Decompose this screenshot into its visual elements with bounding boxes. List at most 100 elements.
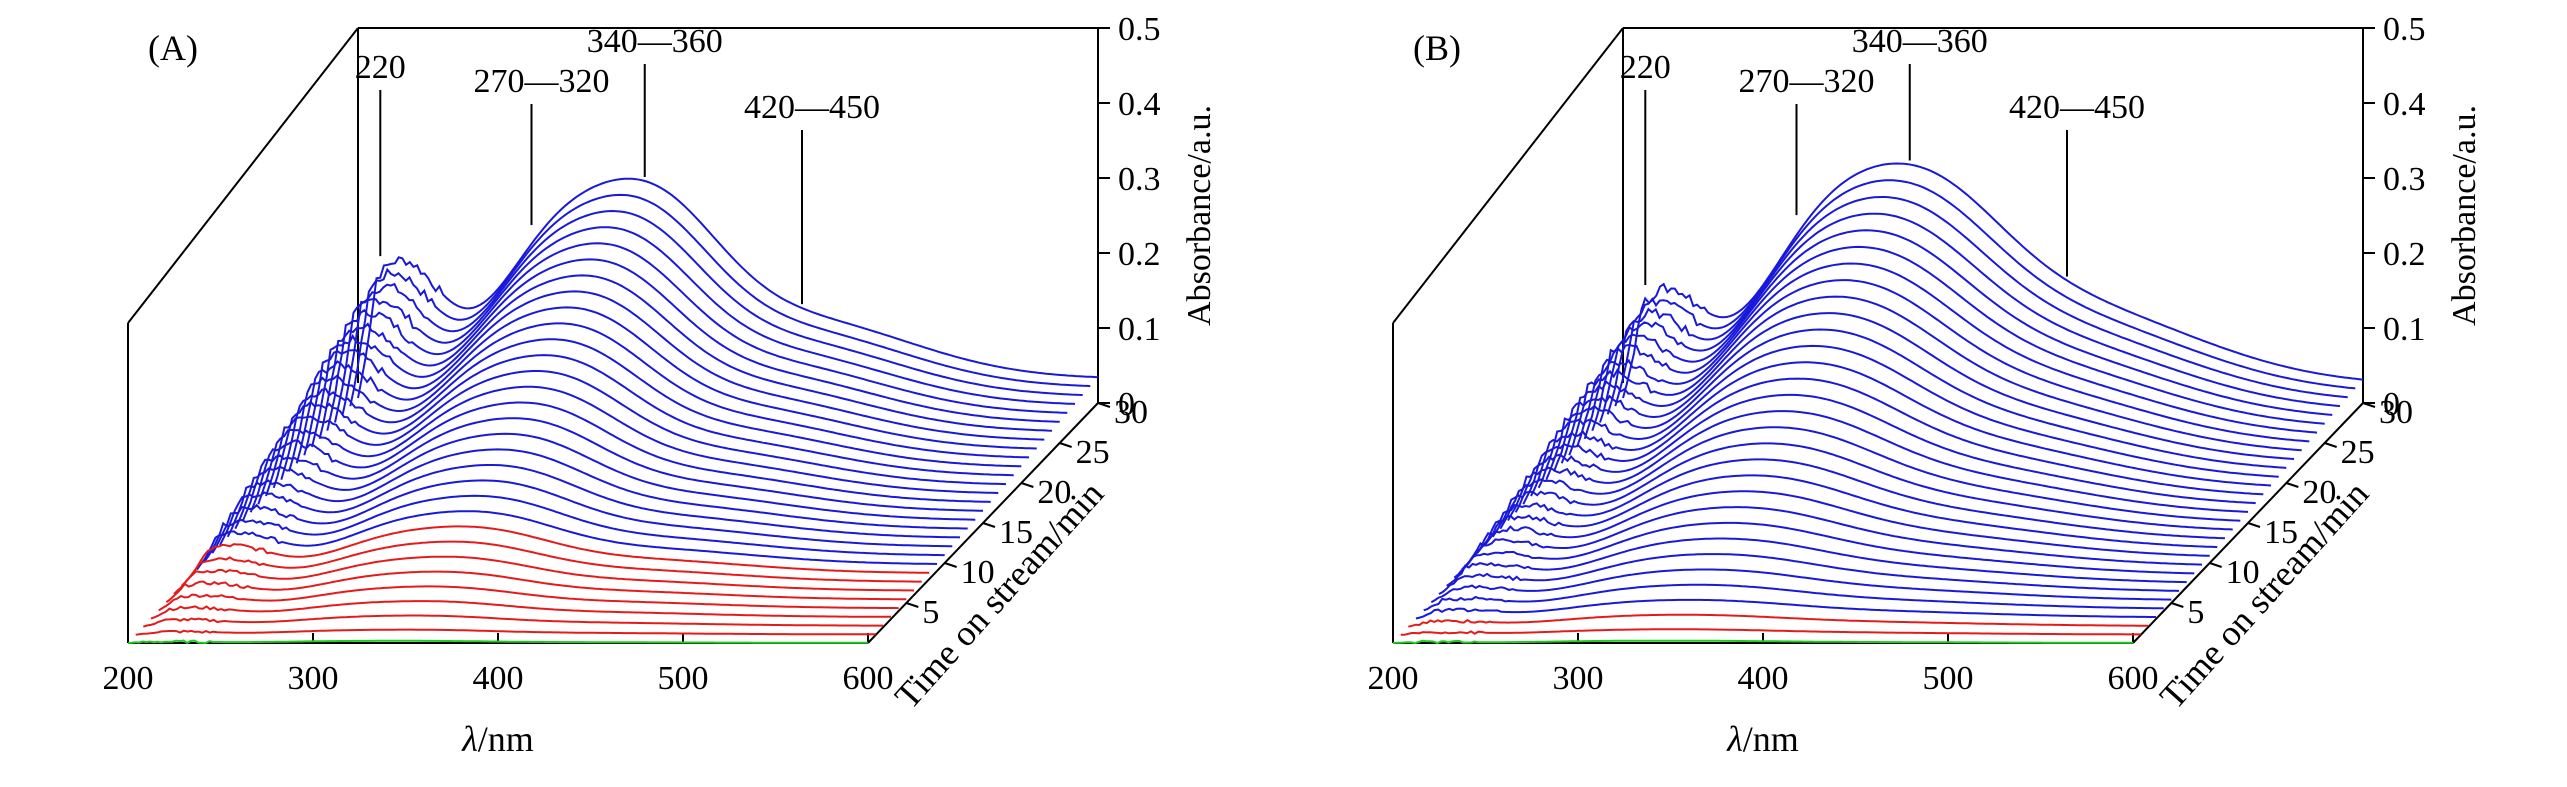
spectrum-line <box>1591 229 2333 432</box>
z-axis-label: Time on stream/min <box>887 474 1111 717</box>
spectrum-line <box>196 510 938 571</box>
spectrum-line <box>165 570 907 604</box>
spectrum-line <box>334 226 1076 423</box>
z-tick-label: 30 <box>2379 394 2413 431</box>
x-tick-label: 500 <box>1923 660 1974 697</box>
annotation-label: 340—360 <box>1852 23 1988 60</box>
spectrum-line <box>1430 568 2172 604</box>
z-tick-label: 25 <box>2341 434 2375 471</box>
y-tick-label: 0 <box>1118 386 1135 423</box>
z-tick <box>944 562 957 568</box>
spectrum-line <box>341 209 1083 415</box>
spectrum-line <box>1553 312 2295 472</box>
x-axis-label: λ/nm <box>461 719 534 759</box>
z-tick <box>2324 442 2337 448</box>
spectrum-line <box>1576 262 2318 448</box>
spectrum-line <box>288 322 1030 472</box>
spectrum-line <box>295 306 1037 464</box>
annotation-label: 270—320 <box>1739 63 1875 100</box>
panel-label: (B) <box>1413 28 1461 68</box>
z-tick-label: 5 <box>922 594 939 631</box>
y-tick-label: 0 <box>2383 386 2400 423</box>
z-tick <box>2247 522 2261 528</box>
spectrum-line <box>318 258 1060 440</box>
spectrum-line <box>234 432 976 530</box>
y-tick-label: 0.1 <box>2383 311 2426 348</box>
y-tick-label: 0.4 <box>1118 86 1161 123</box>
spectrum-line <box>1446 537 2187 587</box>
z-tick <box>2171 602 2184 608</box>
z-tick-label: 15 <box>2264 514 2298 551</box>
panel-a: 200 300 400 500 600 λ/nm 0 0.1 0.2 0.3 0.4 0.5 Absor… <box>103 11 1219 759</box>
x-tick-label: 300 <box>288 660 339 697</box>
annotation-label: 220 <box>1620 49 1671 86</box>
spectrum-line <box>1614 179 2356 407</box>
spectrum-line <box>211 479 953 554</box>
x-tick-label: 300 <box>1553 660 1604 697</box>
z-tick-label: 10 <box>961 554 995 591</box>
z-tick <box>2286 482 2299 488</box>
x-tick-label: 600 <box>843 660 894 697</box>
left-depth-edge <box>1392 27 1624 324</box>
spectrum-line <box>349 193 1091 407</box>
spectrum-line <box>1568 279 2310 456</box>
y-tick-label: 0.5 <box>1118 11 1161 48</box>
z-axis-label: Time on stream/min <box>2152 474 2376 717</box>
spectrum-line <box>311 274 1053 448</box>
spectrum-line <box>1522 377 2264 505</box>
y-tick-label: 0.2 <box>1118 236 1161 273</box>
spectrum-line <box>203 494 945 562</box>
y-tick-label: 0.1 <box>1118 311 1161 348</box>
z-tick-label: 15 <box>999 514 1033 551</box>
spectrum-line <box>1491 442 2233 538</box>
z-tick <box>1097 402 1111 408</box>
y-tick-label: 0.3 <box>1118 161 1161 198</box>
spectrum-line <box>357 177 1099 399</box>
z-tick <box>982 522 996 528</box>
spectrum-line <box>1415 598 2156 620</box>
spectra-group <box>127 177 1099 645</box>
spectrum-line <box>1461 506 2203 571</box>
spectrum-line <box>135 628 876 636</box>
spectrum-line <box>1484 458 2226 546</box>
spectrum-line <box>326 242 1068 431</box>
spectrum-line <box>158 585 899 612</box>
spectrum-line <box>1530 361 2272 497</box>
z-tick-label: 25 <box>1076 434 1110 471</box>
z-tick-label: 20 <box>2302 474 2336 511</box>
panel-label: (A) <box>148 28 198 68</box>
spectrum-line <box>1392 639 2133 645</box>
x-tick-label: 200 <box>103 660 154 697</box>
y-tick-label: 0.2 <box>2383 236 2426 273</box>
spectrum-line <box>257 385 999 505</box>
spectrum-line <box>265 370 1007 497</box>
z-tick <box>1059 442 1072 448</box>
spectrum-line <box>249 401 991 513</box>
annotation-label: 420—450 <box>744 89 880 126</box>
annotation-label: 220 <box>355 49 406 86</box>
spectrum-line <box>173 555 915 595</box>
spectrum-line <box>1438 553 2180 595</box>
spectrum-line <box>242 417 984 521</box>
z-tick-label: 10 <box>2226 554 2260 591</box>
spectrum-line <box>1400 628 2141 636</box>
left-depth-edge <box>127 27 359 324</box>
spectrum-line <box>1606 196 2348 415</box>
spectrum-line <box>1545 328 2287 481</box>
z-tick <box>906 602 919 608</box>
spectrum-line <box>1514 393 2256 513</box>
x-tick-label: 400 <box>1738 660 1789 697</box>
spectra-group <box>1392 162 2364 645</box>
x-tick-label: 600 <box>2108 660 2159 697</box>
spectrum-line <box>142 614 884 628</box>
spectrum-line <box>1453 521 2195 579</box>
spectrum-line <box>1499 426 2241 530</box>
spectrum-line <box>219 464 961 546</box>
annotation-label: 420—450 <box>2009 89 2145 126</box>
spectrum-line <box>1408 613 2149 628</box>
spectrum-line <box>1468 490 2210 562</box>
z-tick-label: 5 <box>2187 594 2204 631</box>
y-axis-label: Absorbance/a.u. <box>2446 105 2483 326</box>
annotation-label: 340—360 <box>587 23 723 60</box>
